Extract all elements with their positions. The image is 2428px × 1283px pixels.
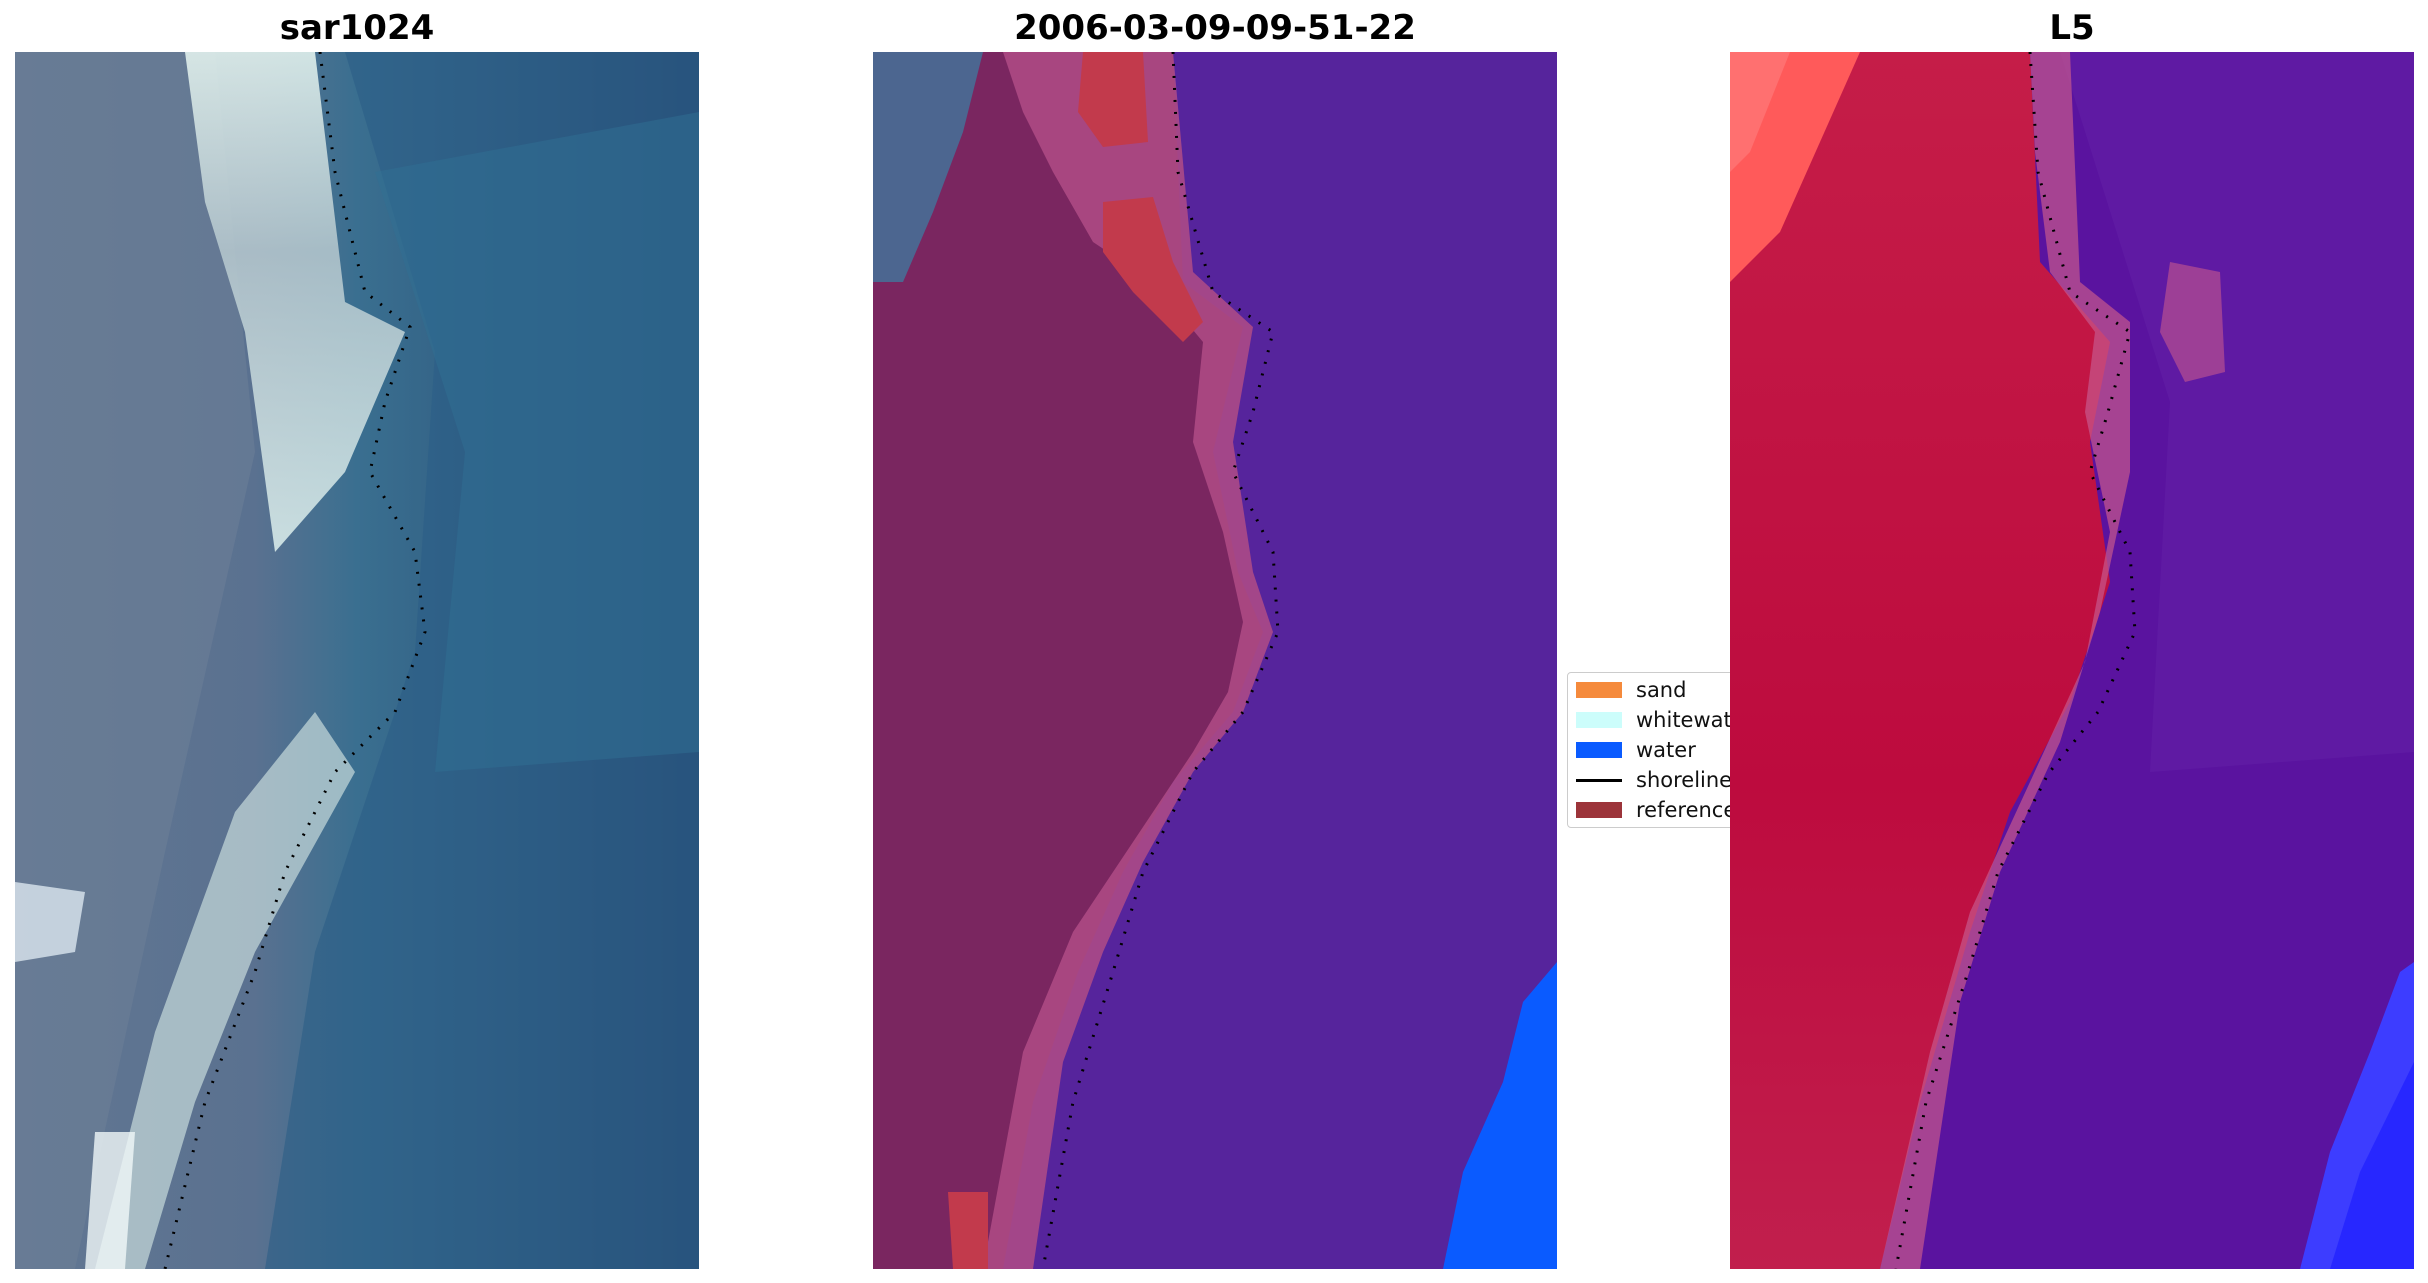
whitewater-swatch: [1576, 712, 1622, 728]
legend-item-whitewater: whitewater: [1576, 707, 1736, 733]
satellite-image-panel: [15, 52, 699, 1269]
panel-title-index: L5: [2049, 8, 2095, 48]
legend-item-shoreline: shoreline: [1576, 767, 1732, 793]
panel-title-classified: 2006-03-09-09-51-22: [1014, 8, 1416, 48]
classified-image-panel: [873, 52, 1557, 1269]
index-image: [1730, 52, 2414, 1269]
sand-swatch: [1576, 682, 1622, 698]
water-swatch: [1576, 742, 1622, 758]
legend-label-sand: sand: [1636, 678, 1687, 702]
panel-title-rgb: sar1024: [279, 8, 435, 48]
shoreline-line-swatch: [1576, 778, 1622, 782]
legend: sand whitewater water shoreline referenc…: [1567, 672, 1737, 828]
legend-item-sand: sand: [1576, 677, 1686, 703]
classified-image: [873, 52, 1557, 1269]
legend-label-water: water: [1636, 738, 1696, 762]
legend-label-shoreline: shoreline: [1636, 768, 1733, 792]
legend-item-reference: reference: [1576, 797, 1736, 823]
reference-swatch: [1576, 802, 1622, 818]
legend-item-water: water: [1576, 737, 1696, 763]
legend-label-reference: reference: [1636, 798, 1737, 822]
index-image-panel: [1730, 52, 2414, 1269]
satellite-image: [15, 52, 699, 1269]
legend-label-whitewater: whitewater: [1636, 708, 1736, 732]
